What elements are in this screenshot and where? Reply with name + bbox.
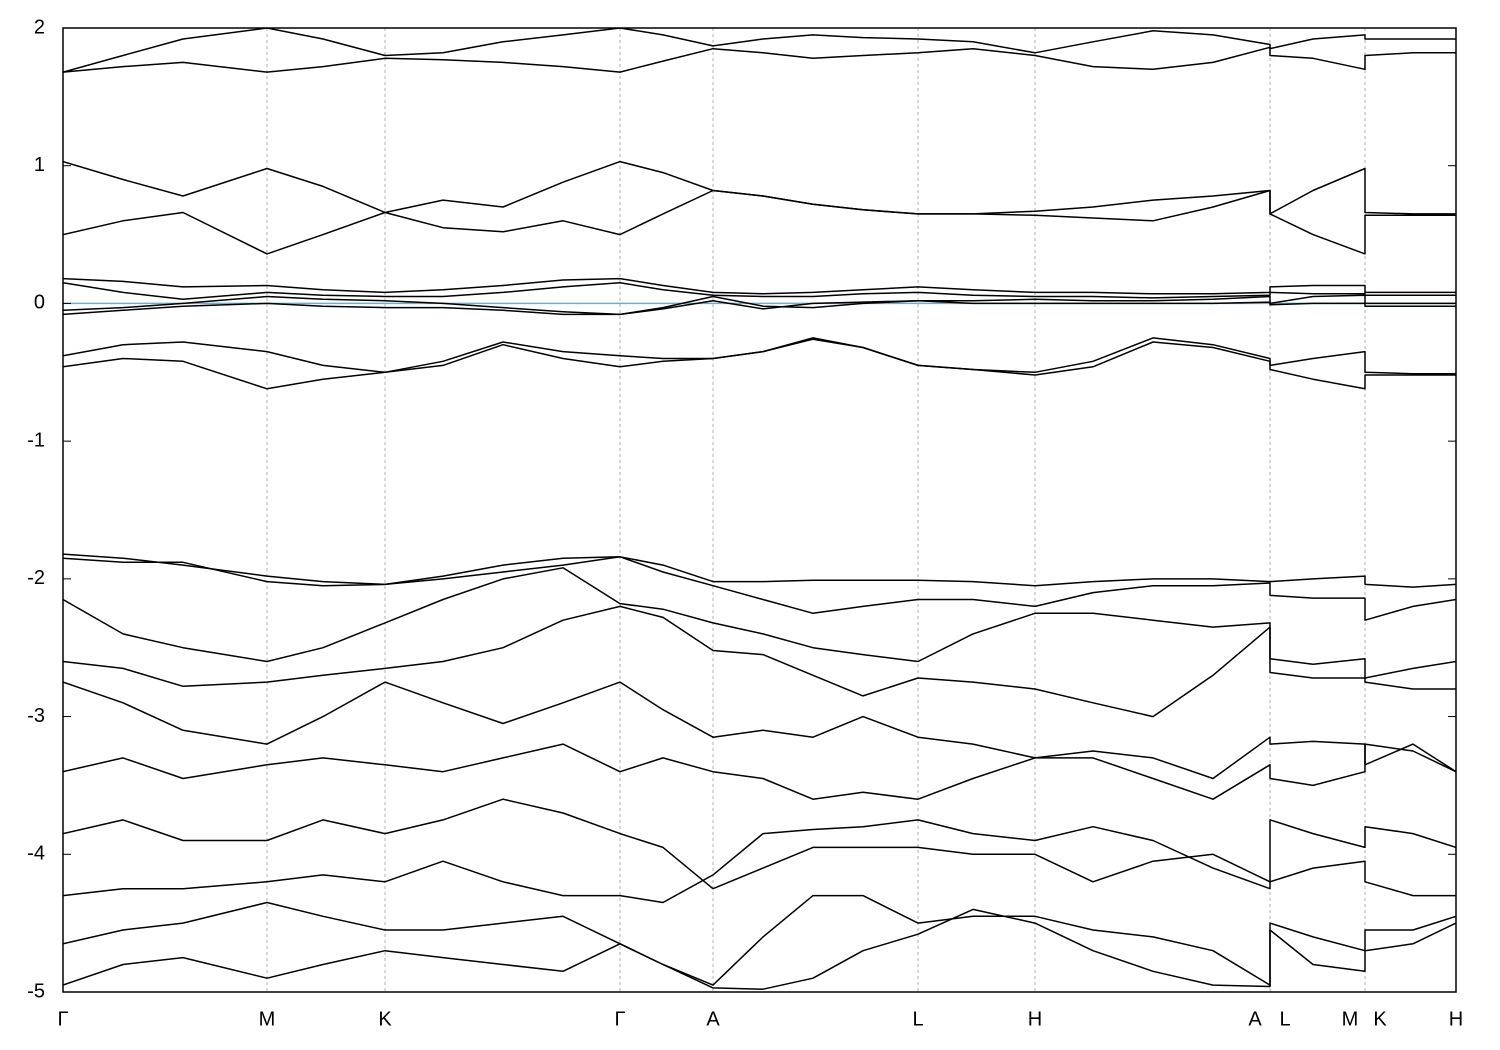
band bbox=[63, 277, 1456, 295]
y-tick-label: -5 bbox=[27, 980, 45, 1002]
x-tick-label: H bbox=[1028, 1008, 1042, 1030]
x-tick-label: L bbox=[912, 1008, 923, 1030]
band bbox=[63, 567, 1456, 679]
x-tick-label: K bbox=[378, 1008, 392, 1030]
bands-layer bbox=[63, 28, 1456, 990]
band bbox=[63, 294, 1456, 316]
x-tick-label: M bbox=[1342, 1008, 1359, 1030]
band bbox=[63, 605, 1456, 718]
y-tick-label: 0 bbox=[34, 292, 45, 314]
y-tick-label: -3 bbox=[27, 705, 45, 727]
y-tick-label: -2 bbox=[27, 567, 45, 589]
band bbox=[63, 553, 1456, 588]
band bbox=[63, 819, 1456, 904]
y-tick-label: -4 bbox=[27, 843, 45, 865]
band bbox=[63, 299, 1456, 316]
x-tick-label: H bbox=[1449, 1008, 1463, 1030]
band bbox=[63, 46, 1456, 73]
band bbox=[63, 338, 1456, 390]
x-tick-label: M bbox=[259, 1008, 276, 1030]
band bbox=[63, 189, 1456, 255]
band bbox=[63, 894, 1456, 986]
band bbox=[63, 282, 1456, 301]
band bbox=[63, 681, 1456, 780]
x-tick-label: K bbox=[1373, 1008, 1387, 1030]
band bbox=[63, 556, 1456, 621]
band bbox=[63, 798, 1456, 890]
y-tick-label: 2 bbox=[34, 16, 45, 38]
y-tick-label: 1 bbox=[34, 154, 45, 176]
band bbox=[63, 908, 1456, 990]
y-tick-label: -1 bbox=[27, 429, 45, 451]
band bbox=[63, 743, 1456, 800]
x-tick-label: L bbox=[1279, 1008, 1290, 1030]
plot-frame bbox=[62, 27, 1457, 993]
labels-layer: 210-1-2-3-4-5Γ M K Γ A L H A L M K H bbox=[27, 16, 1463, 1030]
band bbox=[63, 28, 1456, 73]
x-tick-label: Γ bbox=[57, 1008, 68, 1030]
x-tick-label: Γ bbox=[614, 1008, 625, 1030]
x-tick-label: A bbox=[1248, 1008, 1262, 1030]
grid-layer bbox=[62, 28, 1457, 992]
band bbox=[63, 160, 1456, 215]
x-tick-label: A bbox=[706, 1008, 720, 1030]
